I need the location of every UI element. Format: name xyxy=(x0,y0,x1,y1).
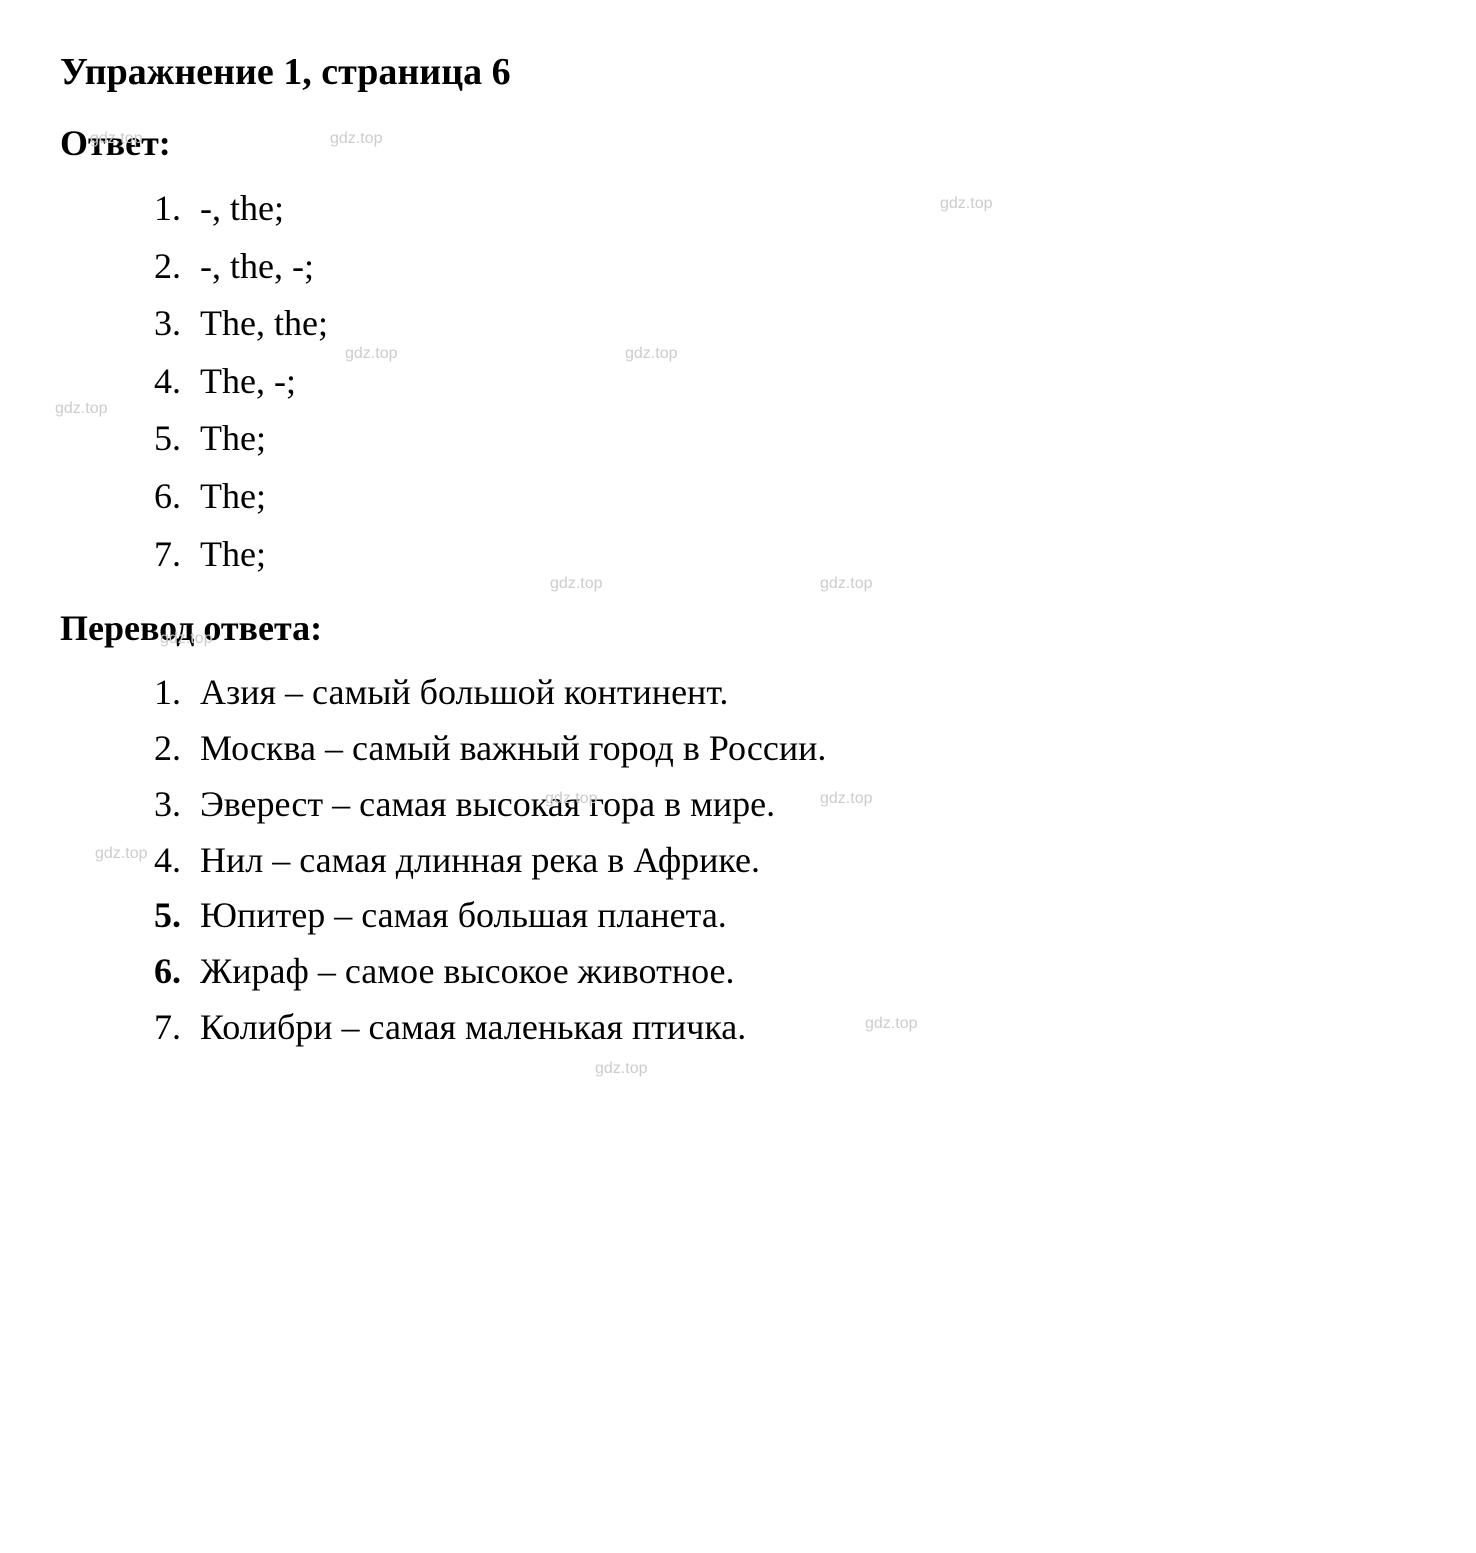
list-item: The; xyxy=(190,410,1416,468)
list-item: The, -; xyxy=(190,353,1416,411)
list-item: -, the, -; xyxy=(190,238,1416,296)
list-item: The; xyxy=(190,526,1416,584)
watermark: gdz.top xyxy=(595,1060,647,1078)
list-item: Юпитер – самая большая планета. xyxy=(190,888,1416,944)
page-title: Упражнение 1, страница 6 xyxy=(60,50,1416,94)
list-item: Эверест – самая высокая гора в мире. xyxy=(190,777,1416,833)
list-item: The; xyxy=(190,468,1416,526)
translation-list: Азия – самый большой континент. Москва –… xyxy=(60,665,1416,1056)
list-item: -, the; xyxy=(190,180,1416,238)
list-item: Нил – самая длинная река в Африке. xyxy=(190,833,1416,889)
answer-list: -, the; -, the, -; The, the; The, -; The… xyxy=(60,180,1416,583)
answer-heading: Ответ: xyxy=(60,122,1416,164)
list-item: Колибри – самая маленькая птичка. xyxy=(190,1000,1416,1056)
list-item: Жираф – самое высокое животное. xyxy=(190,944,1416,1000)
translation-heading: Перевод ответа: xyxy=(60,607,1416,649)
list-item: Азия – самый большой континент. xyxy=(190,665,1416,721)
list-item: The, the; xyxy=(190,295,1416,353)
list-item: Москва – самый важный город в России. xyxy=(190,721,1416,777)
